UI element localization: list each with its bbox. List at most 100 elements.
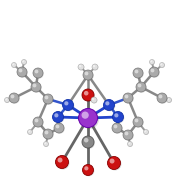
Circle shape: [113, 124, 123, 134]
Circle shape: [125, 132, 128, 135]
Circle shape: [32, 83, 42, 93]
Circle shape: [21, 60, 27, 64]
Circle shape: [92, 64, 98, 70]
Circle shape: [84, 138, 89, 143]
Circle shape: [158, 94, 168, 104]
Circle shape: [54, 113, 58, 117]
Circle shape: [11, 63, 17, 67]
Circle shape: [93, 65, 95, 67]
Circle shape: [128, 142, 133, 147]
Circle shape: [22, 60, 24, 62]
Circle shape: [55, 156, 68, 169]
Circle shape: [137, 83, 147, 93]
Circle shape: [58, 158, 62, 163]
Circle shape: [92, 98, 98, 103]
Circle shape: [149, 67, 159, 77]
Circle shape: [5, 98, 10, 102]
Circle shape: [123, 130, 133, 140]
Circle shape: [11, 95, 14, 98]
Circle shape: [18, 68, 28, 78]
Circle shape: [151, 69, 154, 72]
Circle shape: [157, 93, 167, 103]
Circle shape: [28, 130, 33, 135]
Circle shape: [78, 108, 98, 128]
Circle shape: [150, 60, 152, 62]
Circle shape: [34, 118, 44, 128]
Circle shape: [10, 94, 20, 104]
Circle shape: [105, 101, 109, 105]
Circle shape: [110, 159, 115, 163]
Circle shape: [80, 110, 99, 129]
Circle shape: [33, 68, 43, 78]
Circle shape: [81, 112, 89, 119]
Circle shape: [104, 100, 115, 111]
Circle shape: [112, 123, 122, 133]
Circle shape: [63, 100, 74, 111]
Circle shape: [133, 117, 143, 127]
Circle shape: [64, 101, 68, 105]
Circle shape: [22, 60, 27, 65]
Circle shape: [9, 93, 19, 103]
Circle shape: [138, 84, 141, 87]
Circle shape: [84, 91, 89, 95]
Circle shape: [149, 60, 155, 64]
Circle shape: [28, 130, 30, 132]
Circle shape: [33, 84, 36, 87]
Circle shape: [144, 130, 149, 135]
Circle shape: [35, 119, 38, 122]
Circle shape: [35, 70, 38, 73]
Circle shape: [83, 164, 93, 176]
Circle shape: [83, 137, 95, 149]
Circle shape: [19, 69, 22, 72]
Circle shape: [27, 129, 33, 135]
Circle shape: [52, 112, 64, 122]
Circle shape: [144, 130, 146, 132]
Circle shape: [114, 125, 117, 128]
Circle shape: [78, 64, 84, 70]
Circle shape: [123, 93, 133, 103]
Circle shape: [85, 72, 88, 75]
Circle shape: [167, 98, 169, 100]
Circle shape: [5, 98, 7, 100]
Circle shape: [45, 96, 48, 99]
Circle shape: [54, 123, 64, 133]
Circle shape: [113, 112, 124, 123]
Circle shape: [43, 129, 53, 139]
Circle shape: [84, 71, 94, 81]
Circle shape: [150, 68, 160, 78]
Circle shape: [82, 89, 94, 101]
Circle shape: [62, 99, 74, 111]
Circle shape: [45, 131, 48, 134]
Circle shape: [44, 95, 54, 105]
Circle shape: [55, 124, 65, 134]
Circle shape: [128, 142, 130, 144]
Circle shape: [136, 82, 146, 92]
Circle shape: [84, 166, 88, 170]
Circle shape: [91, 97, 97, 103]
Circle shape: [12, 63, 17, 68]
Circle shape: [112, 112, 124, 122]
Circle shape: [166, 98, 171, 102]
Circle shape: [56, 125, 59, 128]
Circle shape: [160, 63, 165, 68]
Circle shape: [43, 142, 49, 146]
Circle shape: [103, 99, 115, 111]
Circle shape: [79, 65, 81, 67]
Circle shape: [114, 113, 118, 117]
Circle shape: [31, 82, 41, 92]
Circle shape: [108, 156, 121, 170]
Circle shape: [43, 94, 53, 104]
Circle shape: [83, 165, 94, 176]
Circle shape: [53, 112, 64, 123]
Circle shape: [78, 64, 84, 70]
Circle shape: [134, 69, 144, 79]
Circle shape: [124, 131, 134, 141]
Circle shape: [135, 119, 138, 122]
Circle shape: [92, 98, 94, 100]
Circle shape: [159, 95, 162, 98]
Circle shape: [92, 64, 98, 70]
Circle shape: [44, 130, 54, 140]
Circle shape: [83, 90, 95, 102]
Circle shape: [82, 136, 94, 148]
Circle shape: [133, 68, 143, 78]
